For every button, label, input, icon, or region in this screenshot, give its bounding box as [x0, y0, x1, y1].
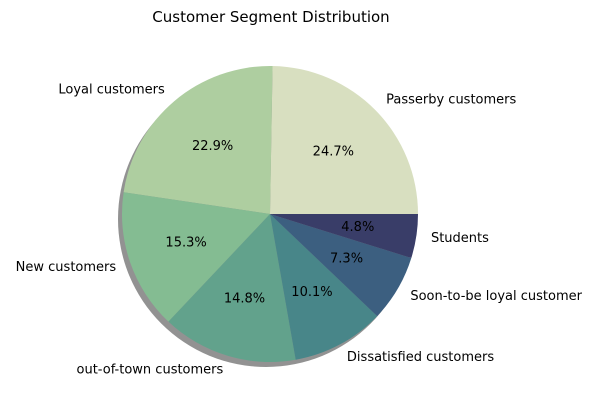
pie-category-label-loyal-customers: Loyal customers — [58, 82, 165, 97]
pie-category-label-passerby-customers: Passerby customers — [386, 92, 516, 107]
pie-category-label-dissatisfied-customers: Dissatisfied customers — [347, 350, 494, 365]
pie-slices — [121, 65, 418, 362]
pie-slice-students — [270, 214, 418, 258]
pie-slice-passerby-customers — [270, 66, 418, 215]
pie-percent-label-soon-to-be-loyal-customer: 7.3% — [330, 252, 363, 267]
pie-slice-out-of-town-customers — [168, 214, 296, 362]
pie-category-label-soon-to-be-loyal-customer: Soon-to-be loyal customer — [410, 289, 582, 304]
chart-title: Customer Segment Distribution — [152, 8, 389, 26]
pie-labels: 24.7% Passerby customers 22.9% Loyal custom… — [16, 82, 583, 377]
pie-percent-label-new-customers: 15.3% — [165, 236, 206, 251]
pie-slice-loyal-customers — [123, 65, 273, 214]
pie-percent-label-passerby-customers: 24.7% — [313, 144, 354, 159]
pie-percent-label-dissatisfied-customers: 10.1% — [291, 285, 332, 300]
pie-slice-soon-to-be-loyal-customer — [270, 214, 412, 317]
pie-percent-label-students: 4.8% — [341, 220, 374, 235]
pie-category-label-out-of-town-customers: out-of-town customers — [77, 362, 224, 377]
pie-category-label-students: Students — [431, 231, 489, 246]
pie-slice-new-customers — [121, 192, 270, 322]
pie-slice-dissatisfied-customers — [270, 214, 378, 360]
pie-percent-label-loyal-customers: 22.9% — [192, 139, 233, 154]
pie-percent-label-out-of-town-customers: 14.8% — [224, 292, 265, 307]
pie-category-label-new-customers: New customers — [16, 260, 117, 275]
